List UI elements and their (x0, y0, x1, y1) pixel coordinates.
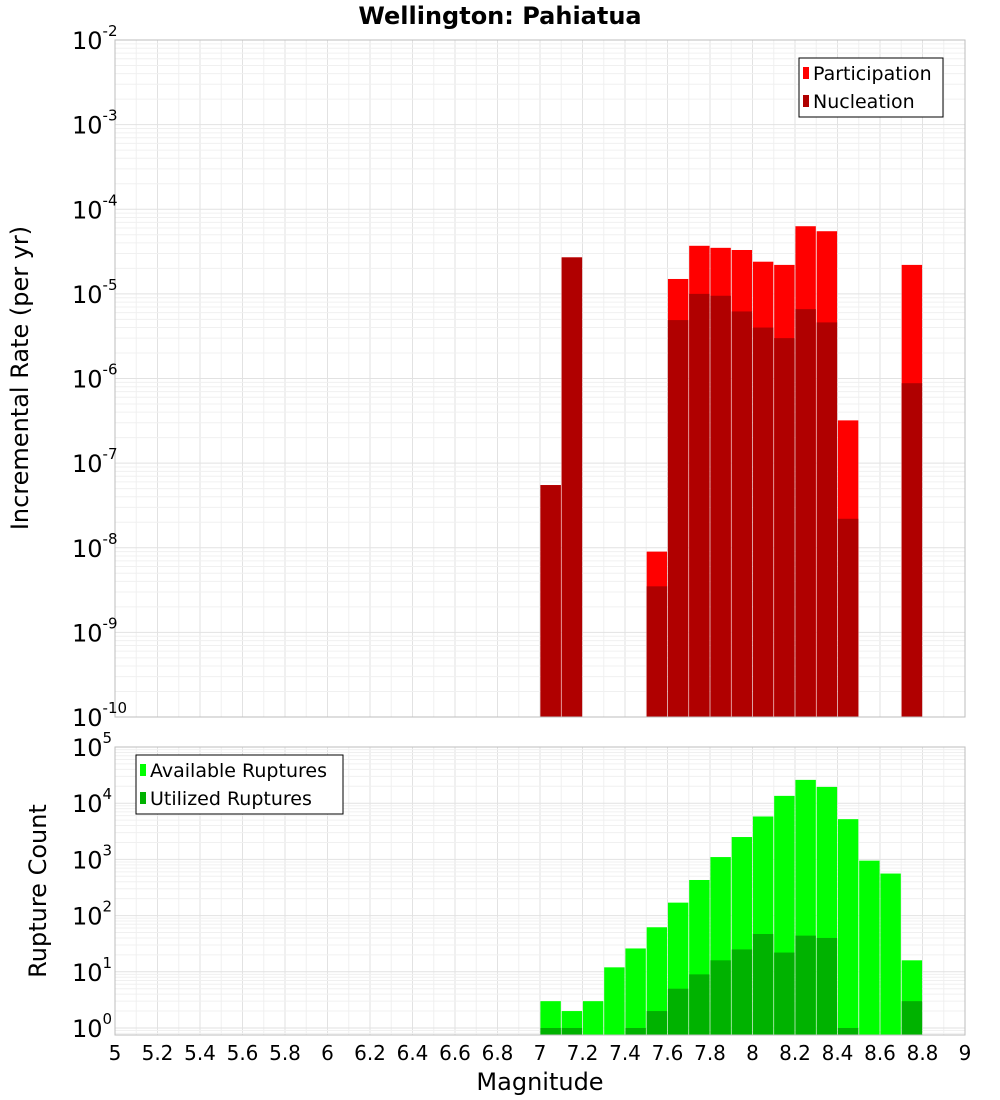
count-y-tick-labels: 100 101 102 103 104 105 (72, 729, 112, 1043)
available-legend-swatch (140, 764, 146, 776)
count-utilized-ruptures-bar (752, 934, 774, 1035)
rate-nucleation-bar (795, 309, 816, 717)
rate-y-tick-label: 10-3 (72, 107, 118, 140)
rate-nucleation-bar (667, 320, 689, 717)
rate-legend-box (798, 57, 944, 118)
count-utilized-ruptures-bar (667, 988, 689, 1035)
rate-legend: Participation Nucleation (798, 57, 944, 118)
participation-legend-label: Participation (813, 63, 932, 85)
rate-y-tick-label: 10-9 (72, 614, 118, 647)
magnitude-tick-label: 7.4 (609, 1041, 641, 1065)
rate-nucleation-bar (837, 518, 859, 717)
magnitude-tick-label: 5.4 (184, 1041, 216, 1065)
rate-nucleation-bar (752, 327, 774, 717)
chart-title: Wellington: Pahiatua (358, 2, 641, 30)
count-available-ruptures-bar (859, 860, 880, 1035)
count-utilized-ruptures-bar (710, 960, 731, 1035)
rate-nucleation-bar (540, 485, 561, 717)
nucleation-legend-swatch (803, 95, 809, 107)
magnitude-tick-label: 7.6 (652, 1041, 684, 1065)
magnitude-tick-label: 5 (109, 1041, 122, 1065)
rate-panel-grid (114, 39, 966, 718)
count-utilized-ruptures-bar (816, 937, 838, 1035)
magnitude-tick-label: 5.2 (142, 1041, 174, 1065)
count-legend-box (135, 754, 344, 815)
magnitude-tick-label: 7.2 (567, 1041, 599, 1065)
x-axis-title: Magnitude (476, 1068, 603, 1096)
count-available-ruptures-bar (540, 1001, 561, 1035)
rate-panel-bars (540, 226, 923, 717)
count-panel-bars (540, 779, 923, 1035)
magnitude-tick-label: 8 (746, 1041, 759, 1065)
rate-nucleation-bar (816, 322, 838, 717)
magnitude-tick-label: 8.2 (779, 1041, 811, 1065)
rate-nucleation-bar (731, 311, 753, 717)
rate-y-tick-labels: 10-10 10-9 10-8 10-7 10-6 10-5 10-4 10-3 10-2 (72, 22, 127, 732)
magnitude-tick-label: 9 (959, 1041, 972, 1065)
utilized-legend-swatch (140, 792, 146, 804)
nucleation-legend-label: Nucleation (813, 91, 915, 113)
magnitude-tick-label: 5.6 (227, 1041, 259, 1065)
count-available-ruptures-bar (604, 967, 625, 1035)
count-available-ruptures-bar (582, 1001, 604, 1035)
count-legend: Available Ruptures Utilized Ruptures (135, 754, 344, 815)
count-utilized-ruptures-bar (540, 1027, 561, 1035)
utilized-legend-label: Utilized Ruptures (150, 788, 312, 810)
magnitude-tick-label: 6.2 (354, 1041, 386, 1065)
magnitude-tick-label: 8.8 (907, 1041, 939, 1065)
count-available-ruptures-bar (837, 819, 859, 1035)
count-y-tick-label: 100 (72, 1010, 112, 1043)
count-utilized-ruptures-bar (795, 935, 816, 1035)
magnitude-tick-label: 6.4 (397, 1041, 429, 1065)
rate-nucleation-bar (710, 295, 731, 717)
count-y-tick-label: 101 (72, 954, 112, 987)
rate-y-tick-label: 10-6 (72, 361, 118, 394)
rate-nucleation-bar (689, 293, 710, 717)
rate-nucleation-bar (646, 586, 668, 717)
count-utilized-ruptures-bar (561, 1027, 583, 1035)
rate-y-tick-label: 10-2 (72, 22, 118, 55)
magnitude-tick-label: 7.8 (694, 1041, 726, 1065)
rate-nucleation-bar (774, 338, 795, 717)
magnitude-tick-label: 7 (534, 1041, 547, 1065)
rate-y-tick-label: 10-7 (72, 445, 118, 478)
count-panel-frame (114, 746, 966, 1036)
rate-y-tick-label: 10-8 (72, 530, 118, 563)
rate-y-axis-title: Incremental Rate (per yr) (6, 226, 34, 530)
rate-panel-frame (114, 39, 966, 718)
rate-y-tick-label: 10-5 (72, 276, 118, 309)
count-utilized-ruptures-bar (646, 1011, 668, 1035)
count-y-axis-title: Rupture Count (24, 804, 52, 978)
magnitude-tick-label: 8.4 (822, 1041, 854, 1065)
available-legend-label: Available Ruptures (150, 760, 327, 782)
magnitude-tick-labels: 5 5.2 5.4 5.6 5.8 6 6.2 6.4 6.6 6.8 7 7.2 7.4 7.6 7.8 8… (109, 1041, 972, 1065)
count-available-ruptures-bar (625, 948, 646, 1035)
participation-legend-swatch (803, 67, 809, 79)
count-y-tick-label: 104 (72, 785, 112, 818)
count-utilized-ruptures-bar (837, 1027, 859, 1035)
count-panel: 100 101 102 103 104 105 5 5.2 5.4 5.6 5.8 6 6.2 6.4 6… (24, 729, 971, 1096)
rate-y-tick-label: 10-4 (72, 191, 118, 224)
rate-panel: 10-10 10-9 10-8 10-7 10-6 10-5 10-4 10-3 10-2 In… (6, 22, 966, 732)
rate-nucleation-bar (561, 257, 583, 717)
magnitude-tick-label: 6.8 (482, 1041, 514, 1065)
count-utilized-ruptures-bar (689, 974, 710, 1035)
count-utilized-ruptures-bar (901, 1001, 923, 1035)
count-y-tick-label: 103 (72, 841, 112, 874)
magnitude-tick-label: 5.8 (269, 1041, 301, 1065)
magnitude-tick-label: 6.6 (439, 1041, 471, 1065)
rate-y-tick-label: 10-10 (72, 699, 127, 732)
count-available-ruptures-bar (880, 873, 901, 1035)
count-utilized-ruptures-bar (774, 952, 795, 1035)
count-utilized-ruptures-bar (625, 1027, 646, 1035)
rate-nucleation-bar (901, 383, 923, 717)
magnitude-tick-label: 8.6 (864, 1041, 896, 1065)
magnitude-tick-label: 6 (321, 1041, 334, 1065)
count-y-tick-label: 105 (72, 729, 112, 762)
count-y-tick-label: 102 (72, 898, 112, 931)
count-available-ruptures-bar (646, 927, 668, 1035)
count-utilized-ruptures-bar (731, 949, 753, 1035)
